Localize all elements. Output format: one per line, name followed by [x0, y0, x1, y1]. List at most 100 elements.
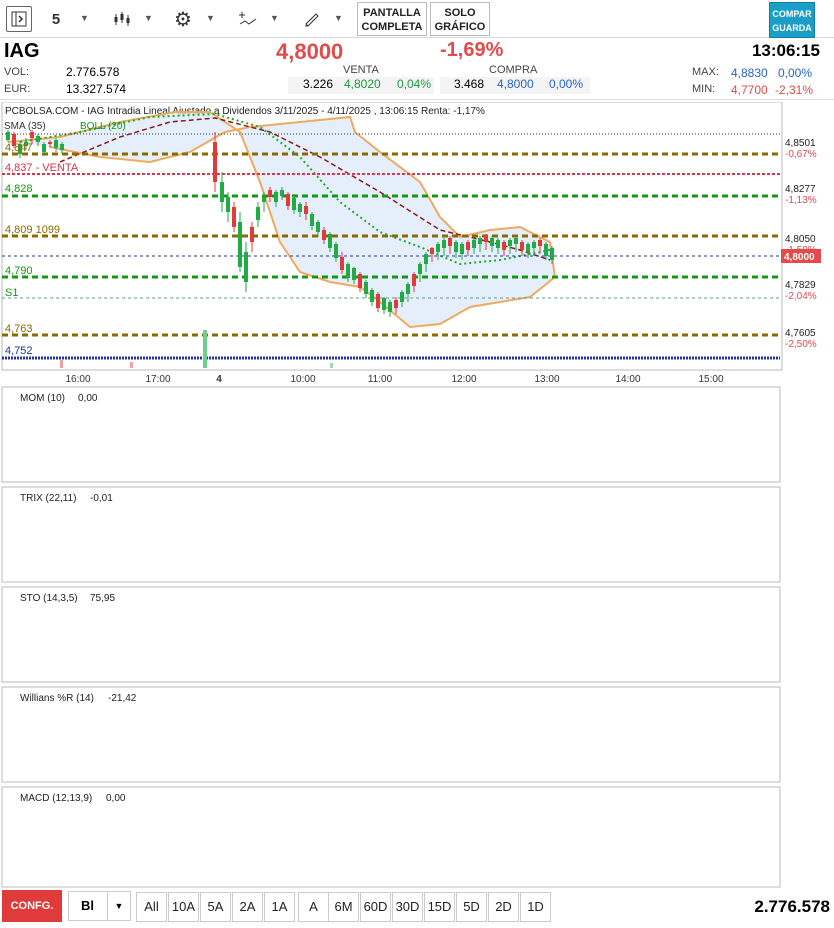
volume-bar — [203, 330, 207, 368]
candle-body — [358, 274, 362, 288]
range-button[interactable]: 2D — [488, 892, 519, 922]
candle-body — [6, 132, 10, 140]
chart-type-select[interactable]: Bl — [68, 891, 108, 921]
candle-body — [238, 222, 242, 267]
gear-icon[interactable]: ⚙ — [174, 8, 192, 31]
candle-body — [334, 244, 338, 258]
candle-body — [286, 194, 290, 206]
share-save-button[interactable]: COMPAR GUARDA — [769, 2, 815, 38]
level-label: 4,837 - VENTA — [5, 162, 79, 174]
interval-value: 5 — [51, 10, 61, 28]
range-button[interactable]: A — [298, 892, 329, 922]
indicators-icon[interactable] — [238, 6, 258, 32]
range-button[interactable]: 60D — [360, 892, 391, 922]
panel-frame — [1, 786, 781, 888]
boll-mid-line — [19, 112, 551, 266]
candle-body — [472, 240, 476, 248]
euro-value: 13.327.574 — [66, 82, 127, 96]
candle-body — [394, 300, 398, 308]
range-button[interactable]: All — [136, 892, 167, 922]
legend-sma: SMA (35) — [4, 121, 46, 132]
candle-body — [538, 240, 542, 246]
min-label: MIN: — [692, 83, 716, 95]
candle-body — [382, 298, 386, 310]
fullscreen-button[interactable]: PANTALLA COMPLETA — [357, 2, 427, 36]
max-label: MAX: — [692, 66, 719, 78]
candle-body — [520, 242, 524, 250]
price-change: -1,69% — [440, 39, 504, 61]
sidebar-toggle-icon[interactable] — [6, 6, 32, 32]
candle-body — [244, 252, 248, 282]
candle-body — [328, 234, 332, 248]
buy-box — [440, 77, 590, 94]
fullscreen-label-1: PANTALLA — [363, 7, 421, 19]
candle-body — [298, 204, 302, 212]
time-axis-label: 17:00 — [145, 374, 170, 385]
chevron-down-icon[interactable]: ▼ — [144, 13, 153, 23]
chart-area[interactable]: PCBOLSA.COM - IAG Intradia Lineal Ajusta… — [0, 102, 834, 888]
range-button[interactable]: 1D — [520, 892, 551, 922]
candle-body — [220, 182, 224, 202]
chevron-down-icon[interactable]: ▼ — [107, 891, 131, 921]
time-axis-label: 4 — [216, 374, 222, 385]
candle-body — [496, 240, 500, 248]
chevron-down-icon[interactable]: ▼ — [270, 13, 279, 23]
ticker-symbol: IAG — [4, 40, 40, 62]
range-button[interactable]: 6M — [328, 892, 359, 922]
time-axis-label: 13:00 — [534, 374, 559, 385]
buy-label: COMPRA — [489, 64, 538, 76]
candle-body — [316, 222, 320, 232]
range-button[interactable]: 1A — [264, 892, 295, 922]
candle-body — [213, 142, 217, 182]
candles-icon[interactable] — [112, 6, 132, 32]
euro-label: EUR: — [4, 83, 31, 95]
candle-body — [322, 230, 326, 240]
chevron-down-icon[interactable]: ▼ — [334, 13, 343, 23]
chart-only-button[interactable]: SOLO GRÁFICO — [430, 2, 490, 36]
candle-body — [460, 244, 464, 254]
range-button[interactable]: 30D — [392, 892, 423, 922]
candle-body — [508, 240, 512, 246]
legend-boll: BOLL (20) — [80, 121, 126, 132]
chart-type-value: Bl — [81, 898, 94, 913]
panel-value: 0,00 — [78, 393, 98, 404]
price-axis-label: 4,7605 — [785, 328, 816, 339]
max-percent: 0,00% — [778, 66, 813, 80]
chart-toolbar: 5 ▼ ▼ ⚙ ▼ ▼ ▼ PANTALLA COMPLETA SOLO GRÁ… — [0, 0, 834, 38]
candle-body — [490, 238, 494, 246]
volume-bar — [330, 363, 333, 368]
draw-pencil-icon[interactable] — [302, 6, 322, 32]
config-button[interactable]: CONFG. — [2, 890, 62, 922]
level-label: S1 — [5, 287, 18, 299]
panel-williams: Willians %R (14) -21,42 — [1, 686, 781, 783]
volume-bar — [130, 362, 133, 368]
range-button[interactable]: 15D — [424, 892, 455, 922]
range-button[interactable]: 5D — [456, 892, 487, 922]
panel-value: -0,01 — [90, 493, 113, 504]
candle-body — [550, 248, 554, 260]
time-axis-label: 11:00 — [368, 374, 393, 385]
time-axis: 16:00 17:00 4 10:00 11:00 12:00 13:00 14:00 15:0… — [65, 374, 723, 385]
level-label: 4,828 — [5, 183, 33, 195]
chevron-down-icon[interactable]: ▼ — [206, 13, 215, 23]
buy-price: 4,8000 — [497, 77, 534, 91]
candle-body — [424, 254, 428, 264]
candle-body — [262, 197, 266, 202]
range-button[interactable]: 10A — [168, 892, 199, 922]
range-button[interactable]: 5A — [200, 892, 231, 922]
chevron-down-icon[interactable]: ▼ — [80, 13, 89, 23]
volume-label: VOL: — [4, 66, 30, 78]
range-button[interactable]: 2A — [232, 892, 263, 922]
price-axis-percent: -0,67% — [785, 149, 817, 160]
chart-canvas[interactable]: PCBOLSA.COM - IAG Intradia Lineal Ajusta… — [0, 102, 834, 888]
candle-body — [406, 284, 410, 294]
time-axis-label: 15:00 — [698, 374, 723, 385]
candle-body — [448, 238, 452, 246]
time-axis-label: 14:00 — [615, 374, 640, 385]
interval-select[interactable]: 5 — [48, 6, 64, 32]
candle-body — [514, 238, 518, 244]
candle-body — [532, 242, 536, 248]
candle-body — [268, 190, 272, 197]
candle-body — [370, 290, 374, 302]
panel-macd: MACD (12,13,9) 0,00 — [1, 786, 781, 888]
